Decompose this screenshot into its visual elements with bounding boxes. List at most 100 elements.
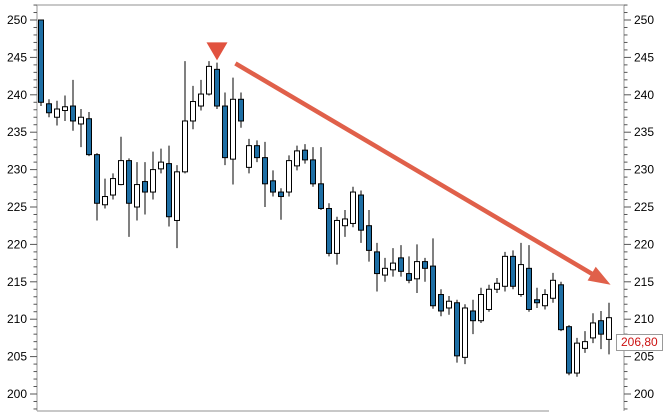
candle-body-up — [182, 120, 188, 173]
candle-body-down — [326, 207, 332, 254]
y-tick-label-left: 235 — [7, 125, 27, 139]
candle-body-down — [38, 19, 44, 103]
candle-body-up — [334, 219, 340, 254]
candle-body-up — [118, 160, 124, 186]
candle-body-down — [526, 267, 532, 310]
candle-body-up — [206, 65, 212, 95]
candle-body-down — [438, 294, 444, 312]
candle-body-up — [382, 267, 388, 276]
candle-body-up — [390, 262, 396, 271]
candle-body-up — [462, 307, 468, 358]
candle-body-down — [166, 163, 172, 218]
candle-body-down — [254, 145, 260, 159]
y-tick-label-right: 240 — [634, 88, 654, 102]
y-tick-label-left: 240 — [7, 88, 27, 102]
candle-body-up — [246, 145, 252, 168]
candle-body-down — [366, 225, 372, 251]
candle-body-down — [270, 180, 276, 193]
candle-body-up — [342, 218, 348, 227]
candle-body-down — [222, 105, 228, 159]
y-tick-label-left: 225 — [7, 200, 27, 214]
candle-body-down — [398, 257, 404, 272]
candle-body-down — [534, 299, 540, 304]
candle-body-up — [550, 279, 556, 299]
candle-body-down — [558, 284, 564, 331]
y-tick-label-right: 245 — [634, 50, 654, 64]
candle-body-up — [150, 169, 156, 193]
candle-body-down — [318, 183, 324, 209]
downtrend-arrow — [234, 61, 611, 285]
candle-body-up — [102, 196, 108, 206]
candle-body-up — [542, 294, 548, 307]
candle-body-up — [350, 191, 356, 224]
y-tick-label-right: 210 — [634, 312, 654, 326]
y-tick-label-right: 215 — [634, 275, 654, 289]
candle-body-up — [110, 178, 116, 196]
candle-body-up — [190, 101, 196, 122]
candle-body-down — [566, 326, 572, 374]
candle-body-up — [518, 264, 524, 296]
candle-body-down — [238, 98, 244, 122]
candle-body-up — [478, 294, 484, 322]
candle-body-up — [78, 116, 84, 125]
y-axis-left: 200 205 210 215 220 225 230 235 240 245 250 — [7, 4, 37, 410]
y-tick-label-right: 235 — [634, 125, 654, 139]
candle-body-up — [574, 342, 580, 374]
y-tick-label-left: 250 — [7, 13, 27, 27]
candle-body-down — [406, 273, 412, 281]
candle-body-down — [310, 159, 316, 185]
candle-body-up — [174, 171, 180, 221]
y-tick-label-left: 245 — [7, 50, 27, 64]
candle-body-down — [422, 261, 428, 269]
candle-body-up — [494, 282, 500, 290]
candle-body-up — [198, 93, 204, 107]
y-tick-label-right: 225 — [634, 200, 654, 214]
y-tick-label-right: 200 — [634, 387, 654, 401]
candle-body-down — [70, 105, 76, 122]
candle-body-down — [470, 310, 476, 322]
candle-body-up — [134, 184, 140, 208]
candle-body-down — [510, 255, 516, 287]
candle-body-up — [294, 150, 300, 167]
y-tick-label-right: 230 — [634, 163, 654, 177]
y-axis-right: 200 205 210 215 220 225 230 235 240 245 250 — [624, 4, 654, 410]
candle-body-up — [230, 98, 236, 160]
candle-body-down — [358, 194, 364, 231]
candle-body-up — [286, 160, 292, 193]
candle-body-down — [454, 302, 460, 357]
candle-body-down — [262, 157, 268, 185]
candle-body-down — [46, 103, 52, 114]
y-tick-label-left: 200 — [7, 387, 27, 401]
candle-body-up — [502, 255, 508, 287]
candle-body-down — [86, 118, 92, 156]
candle-body-down — [94, 154, 100, 204]
candle-body-down — [126, 160, 132, 204]
arrow-head — [587, 266, 611, 285]
candle-body-up — [414, 261, 420, 280]
y-tick-label-left: 205 — [7, 350, 27, 364]
candle-body-up — [158, 161, 164, 170]
y-tick-label-right: 220 — [634, 237, 654, 251]
y-tick-label-right: 205 — [634, 350, 654, 364]
candles — [38, 19, 612, 377]
candle-body-down — [374, 251, 380, 275]
candle-body-down — [430, 265, 436, 307]
y-tick-label-left: 230 — [7, 163, 27, 177]
candle-body-up — [606, 317, 612, 340]
arrow-shaft — [234, 61, 598, 279]
candle-body-up — [62, 106, 68, 112]
candle-body-down — [278, 191, 284, 198]
candle-body-up — [590, 322, 596, 339]
candle-body-down — [302, 149, 308, 161]
candle-body-up — [54, 108, 60, 118]
y-tick-label-right: 250 — [634, 13, 654, 27]
candle-body-down — [142, 181, 148, 193]
candle-body-up — [486, 288, 492, 310]
marker-layer — [206, 42, 228, 61]
candle-body-up — [446, 300, 452, 309]
y-tick-label-left: 210 — [7, 312, 27, 326]
last-price-label: 206,80 — [616, 334, 663, 352]
y-tick-label-left: 220 — [7, 237, 27, 251]
